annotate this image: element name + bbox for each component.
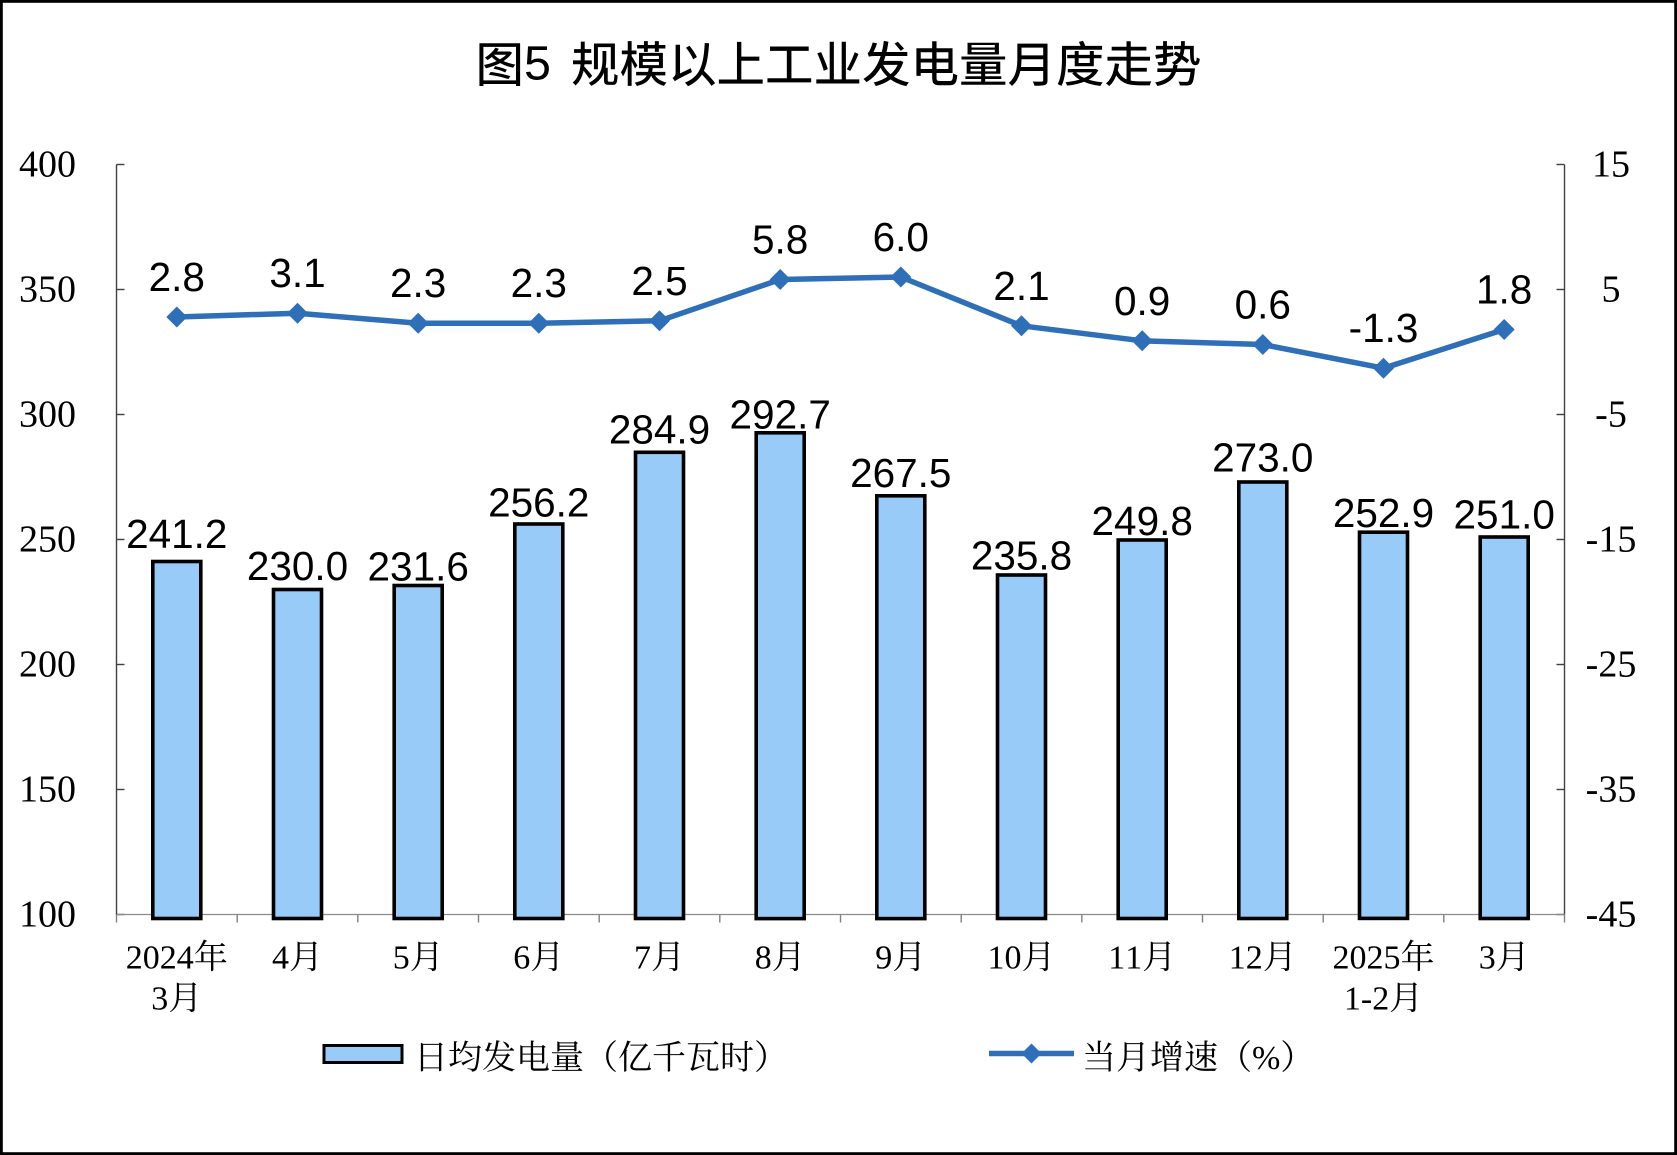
svg-text:292.7: 292.7 [730,392,831,438]
svg-text:0.9: 0.9 [1114,278,1170,324]
svg-text:2024: 2024 [126,940,194,977]
svg-text:2.3: 2.3 [511,260,567,306]
svg-text:-15: -15 [1586,519,1637,561]
svg-text:100: 100 [19,894,76,936]
svg-text:10: 10 [988,940,1022,977]
svg-text:400: 400 [19,144,76,186]
svg-text:2.1: 2.1 [993,263,1049,309]
svg-text:-25: -25 [1586,644,1637,686]
svg-text:2025: 2025 [1333,940,1401,977]
svg-text:15: 15 [1592,144,1630,186]
svg-text:5.8: 5.8 [752,217,808,263]
svg-text:3: 3 [1479,940,1496,977]
svg-text:235.8: 235.8 [971,532,1072,578]
svg-text:249.8: 249.8 [1092,498,1193,544]
svg-text:2.5: 2.5 [631,258,687,304]
svg-text:6: 6 [513,940,530,977]
svg-text:8: 8 [755,940,772,977]
svg-text:250: 250 [19,519,76,561]
svg-text:241.2: 241.2 [126,511,227,557]
svg-text:1.8: 1.8 [1476,267,1532,313]
svg-text:7: 7 [634,940,651,977]
svg-text:273.0: 273.0 [1212,435,1313,481]
svg-text:5: 5 [1602,269,1621,311]
svg-text:12: 12 [1229,940,1263,977]
svg-text:3.1: 3.1 [269,250,325,296]
svg-text:0.6: 0.6 [1235,282,1291,328]
svg-text:2.8: 2.8 [149,254,205,300]
svg-text:150: 150 [19,769,76,811]
svg-text:9: 9 [875,940,892,977]
svg-text:5: 5 [524,37,551,91]
svg-text:5: 5 [393,940,410,977]
svg-text:-45: -45 [1586,894,1637,936]
svg-text:251.0: 251.0 [1454,491,1555,537]
svg-text:200: 200 [19,644,76,686]
svg-text:-35: -35 [1586,769,1637,811]
svg-text:267.5: 267.5 [850,450,951,496]
svg-text:256.2: 256.2 [488,480,589,526]
svg-text:3: 3 [151,981,168,1018]
svg-text:252.9: 252.9 [1333,490,1434,536]
svg-text:1-2: 1-2 [1344,981,1389,1018]
svg-text:350: 350 [19,269,76,311]
svg-text:6.0: 6.0 [873,214,929,260]
svg-text:4: 4 [272,940,289,977]
svg-text:2.3: 2.3 [390,260,446,306]
svg-text:284.9: 284.9 [609,407,710,453]
svg-text:231.6: 231.6 [368,544,469,590]
svg-text:-1.3: -1.3 [1349,305,1419,351]
svg-text:-5: -5 [1595,394,1627,436]
svg-text:%: % [1252,1040,1280,1077]
svg-text:11: 11 [1108,940,1142,977]
svg-text:230.0: 230.0 [247,543,348,589]
svg-text:300: 300 [19,394,76,436]
